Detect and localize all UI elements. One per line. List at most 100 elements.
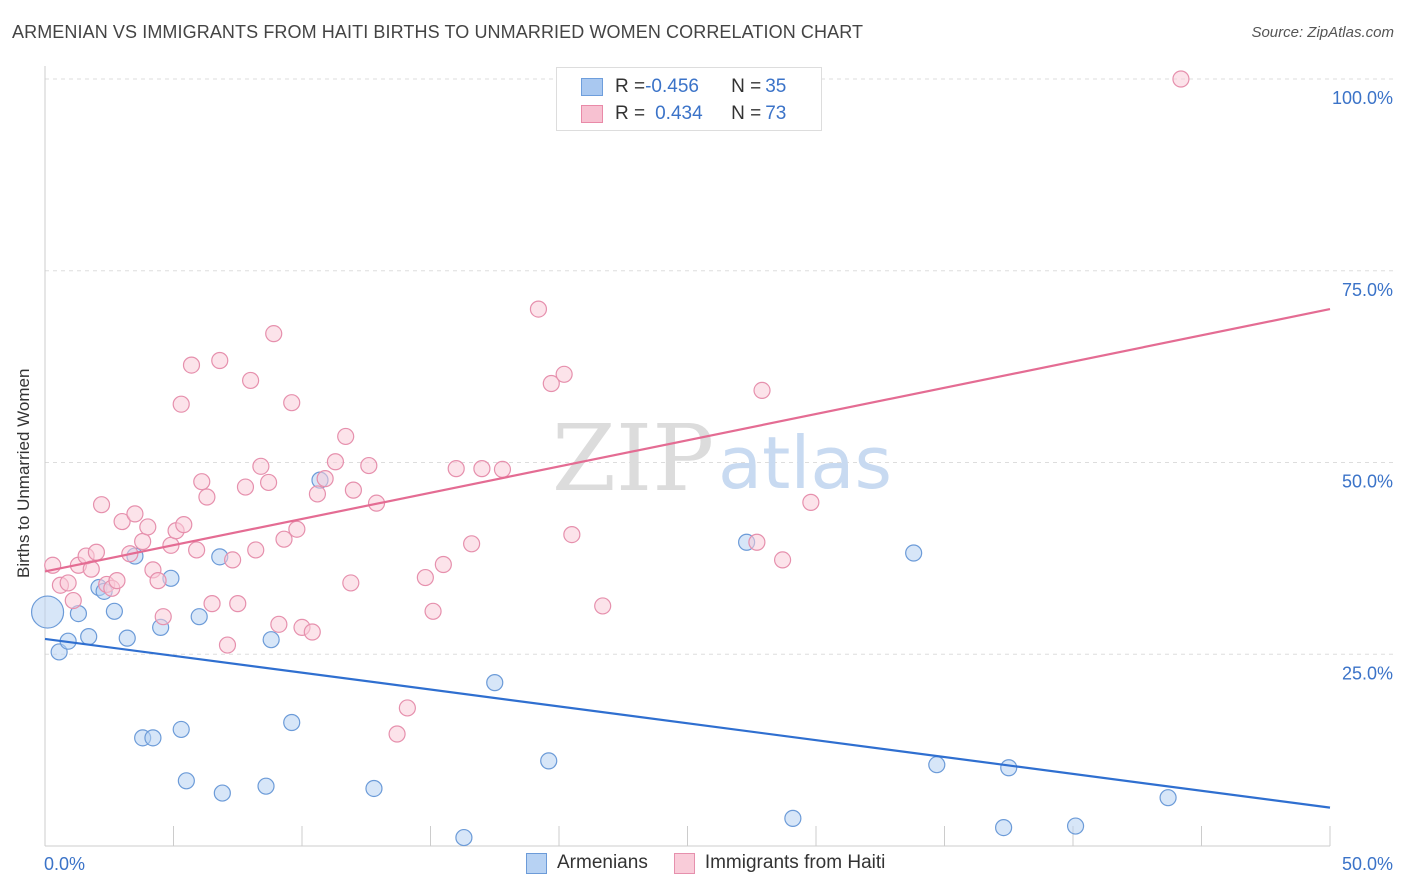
axes <box>44 66 1331 847</box>
legend-item-armenians[interactable]: Armenians <box>526 852 648 874</box>
armenian-point <box>30 595 65 629</box>
legend-swatch-armenians <box>526 852 547 874</box>
tick-labels: 25.0% 50.0% 75.0% 100.0% 0.0% 50.0% <box>44 88 1393 874</box>
y-tick-label: 75.0% <box>1342 280 1393 300</box>
haiti-point <box>87 543 106 561</box>
haiti-trendline <box>44 308 1331 573</box>
haiti-point <box>203 595 221 613</box>
haiti-point <box>463 535 481 553</box>
haiti-point <box>563 525 581 544</box>
armenian-point <box>1066 817 1085 835</box>
armenian-point <box>540 752 558 770</box>
armenian-point <box>172 720 190 739</box>
haiti-point <box>172 395 190 413</box>
legend-label-haiti: Immigrants from Haiti <box>704 852 886 873</box>
legend-item-haiti[interactable]: Immigrants from Haiti <box>673 852 886 874</box>
haiti-point <box>211 351 229 370</box>
armenians-trendline <box>44 637 1331 809</box>
haiti-point <box>802 493 820 511</box>
armenian-point <box>257 777 275 795</box>
haiti-point <box>542 374 560 393</box>
haiti-point <box>308 485 327 503</box>
haiti-point <box>108 572 126 590</box>
armenian-point <box>928 756 946 774</box>
armenian-point <box>1159 789 1177 807</box>
armenian-point <box>1000 759 1018 777</box>
haiti-point <box>288 520 306 538</box>
haiti-point <box>236 478 255 496</box>
watermark-atlas: atlas <box>718 421 892 505</box>
haiti-point <box>92 496 111 514</box>
haiti-point <box>252 457 270 475</box>
haiti-point <box>388 725 406 743</box>
legend-r-value: 0.434 <box>655 103 703 124</box>
haiti-point <box>275 530 293 548</box>
gridlines <box>45 78 1393 655</box>
haiti-point <box>270 615 288 633</box>
y-tick-label: 100.0% <box>1332 88 1393 108</box>
haiti-point <box>447 460 465 478</box>
haiti-point <box>139 518 157 536</box>
haiti-point <box>529 300 548 318</box>
haiti-point <box>126 505 144 523</box>
armenian-point <box>283 713 301 732</box>
haiti-point <box>773 551 792 569</box>
watermark: ZIP atlas <box>552 405 892 512</box>
haiti-point <box>416 568 434 587</box>
haiti-point <box>594 597 612 615</box>
armenian-point <box>455 828 473 847</box>
legend-n-label: N = <box>731 76 762 97</box>
series-legend: Armenians Immigrants from Haiti <box>526 852 911 874</box>
haiti-point <box>229 595 247 613</box>
armenian-point <box>144 729 162 747</box>
armenian-point <box>365 779 383 798</box>
haiti-point <box>242 371 260 390</box>
haiti-point <box>1172 70 1190 88</box>
legend-swatch-pink <box>581 105 603 123</box>
armenian-point <box>177 772 195 790</box>
armenian-point <box>213 784 231 802</box>
haiti-point <box>182 356 201 374</box>
haiti-point <box>493 460 512 479</box>
haiti-point <box>342 574 360 592</box>
source-label: Source: ZipAtlas.com <box>1251 24 1394 41</box>
haiti-point <box>424 602 442 620</box>
haiti-point <box>360 456 378 475</box>
correlation-legend: R = -0.456 N = 35 R = 0.434 N = 73 <box>556 67 822 131</box>
haiti-point <box>134 532 152 551</box>
armenian-point <box>105 602 123 620</box>
haiti-point <box>344 481 362 499</box>
haiti-point <box>64 591 82 610</box>
haiti-point <box>398 699 416 717</box>
x-tick-label: 50.0% <box>1342 854 1393 874</box>
haiti-point <box>188 541 206 559</box>
x-tick-label: 0.0% <box>44 854 85 874</box>
chart-title: ARMENIAN VS IMMIGRANTS FROM HAITI BIRTHS… <box>12 22 864 42</box>
haiti-point <box>337 427 355 446</box>
haiti-point <box>198 488 216 506</box>
legend-r-label: R = <box>615 76 646 97</box>
haiti-point <box>303 623 321 641</box>
legend-r-value: -0.456 <box>645 76 699 97</box>
legend-row-armenians: R = -0.456 N = 35 <box>581 75 786 99</box>
haiti-point <box>247 541 265 559</box>
armenian-point <box>190 608 208 626</box>
armenian-point <box>995 818 1013 837</box>
haiti-point <box>113 512 131 531</box>
legend-n-value: 73 <box>765 103 787 124</box>
legend-swatch-haiti <box>673 852 695 874</box>
haiti-point <box>326 453 345 471</box>
legend-n-label: N = <box>731 103 762 124</box>
data-points <box>30 70 1190 847</box>
legend-row-haiti: R = 0.434 N = 73 <box>581 102 786 126</box>
legend-n-value: 35 <box>765 76 787 97</box>
haiti-point <box>218 636 237 654</box>
haiti-point <box>175 516 193 534</box>
legend-swatch-blue <box>581 78 603 96</box>
haiti-point <box>59 574 77 592</box>
haiti-point <box>434 555 452 574</box>
haiti-point <box>753 381 771 400</box>
haiti-point <box>224 551 242 569</box>
y-tick-label: 50.0% <box>1342 472 1393 492</box>
